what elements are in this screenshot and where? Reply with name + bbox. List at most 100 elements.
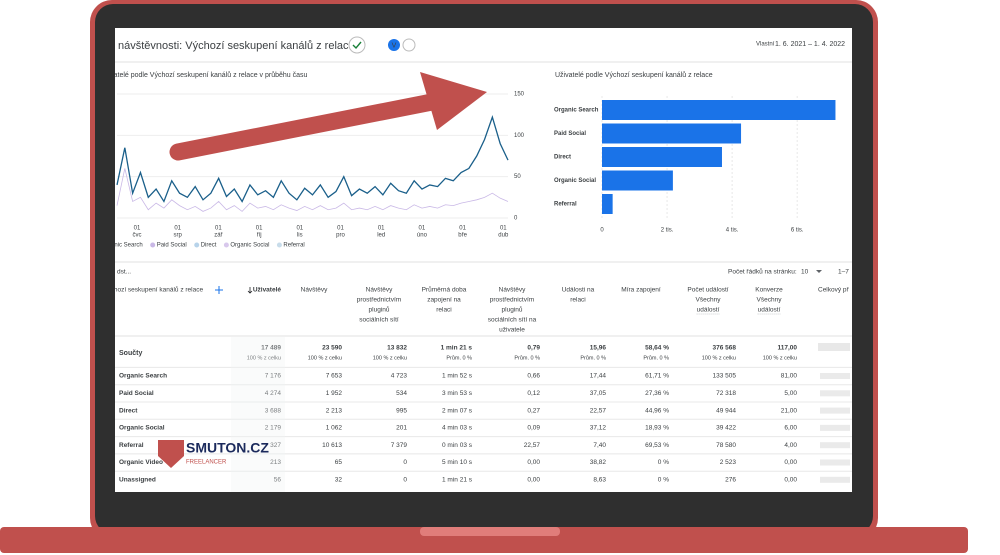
cell: 0 % (658, 459, 669, 466)
cell: 0 (403, 477, 407, 484)
cell: 7 379 (391, 442, 408, 449)
x-tick-label: 4 tis. (726, 228, 739, 234)
x-tick-label: 01 (500, 226, 507, 232)
cell: 0,09 (527, 425, 540, 432)
cell: 133 505 (713, 373, 737, 380)
add-comparison[interactable] (402, 38, 416, 52)
total-value: 0,79 (527, 345, 540, 352)
column-highlight (231, 337, 285, 492)
column-header: sociálních sítí (359, 317, 399, 324)
screen (115, 28, 852, 492)
total-value: 17 489 (261, 345, 281, 352)
legend-label: Organic Search (101, 243, 143, 249)
bar (602, 194, 613, 214)
row-label: Referral (119, 442, 144, 449)
row-label: Paid Social (119, 390, 154, 397)
column-header: prostřednictvím (490, 297, 534, 304)
cell: 995 (396, 407, 407, 414)
legend-swatch (194, 242, 200, 248)
sort-arrow (247, 287, 253, 294)
total-value: 13 832 (387, 345, 407, 352)
column-header: relaci (570, 297, 586, 304)
logo: SMUTON.CZ FREELANCER (158, 440, 269, 468)
compare-badge[interactable] (388, 39, 400, 51)
laptop-base (0, 527, 968, 553)
total-value: 58,64 % (645, 345, 669, 352)
cell: 5 min 10 s (442, 459, 473, 466)
cell: 327 (270, 442, 281, 449)
cell: 72 318 (716, 390, 736, 397)
blurred-cell (820, 424, 850, 431)
cell: 21,00 (781, 407, 798, 414)
total-sub: 100 % z celku (373, 355, 407, 361)
bar (602, 123, 742, 144)
column-header: Návštěvy (366, 287, 393, 294)
x-tick-label: čvc (133, 233, 142, 239)
totals-label: Součty (119, 350, 142, 357)
column-header: událostí (758, 307, 781, 314)
x-tick-label: 6 tis. (791, 228, 804, 234)
cell: 0,66 (527, 373, 540, 380)
cell: 0 (403, 459, 407, 466)
cell: 61,71 % (645, 373, 669, 380)
check-icon (352, 41, 362, 50)
x-tick-label: zář (214, 233, 223, 239)
cell: 2 min 07 s (442, 407, 473, 414)
cell: 7 176 (265, 373, 282, 380)
x-tick-label: 01 (419, 226, 426, 232)
cell: 7,40 (593, 442, 606, 449)
legend-swatch (276, 242, 282, 248)
status-pill[interactable] (348, 36, 366, 54)
x-tick-label: 01 (134, 226, 141, 232)
cell: 0,00 (784, 459, 797, 466)
base-notch (420, 527, 560, 536)
column-header: relaci (436, 307, 452, 314)
cell: 18,93 % (645, 425, 669, 432)
chart-title: Uživatelé podle Výchozí seskupení kanálů… (555, 71, 713, 79)
column-header: sociálních sítí na (488, 317, 537, 324)
cell: 0 min 03 s (442, 442, 473, 449)
report-screen: návštěvnosti: Výchozí seskupení kanálů z… (101, 36, 852, 492)
column-header: Všechny (757, 297, 783, 304)
column-header: Návštěvy (301, 287, 328, 294)
rows-per-page: 10 (801, 269, 809, 276)
cell: 32 (335, 477, 343, 484)
cell: 81,00 (781, 373, 798, 380)
total-value: 15,96 (590, 345, 607, 352)
cell: 1 062 (326, 425, 343, 432)
blurred-cell (820, 390, 850, 397)
cell: 65 (335, 459, 343, 466)
cell: 56 (274, 477, 282, 484)
column-header: Konverze (755, 287, 783, 294)
date-range[interactable]: 1. 6. 2021 – 1. 4. 2022 (775, 41, 845, 48)
cell: 6,00 (784, 425, 797, 432)
cell: 69,53 % (645, 442, 669, 449)
cell: 201 (396, 425, 407, 432)
cell: 49 944 (716, 407, 736, 414)
search-field: dst... (117, 269, 131, 276)
legend-swatch (223, 242, 229, 248)
total-sub: 100 % z celku (308, 355, 342, 361)
x-tick-label: 01 (378, 226, 385, 232)
dropdown-icon (816, 270, 822, 273)
cell: 1 min 52 s (442, 373, 473, 380)
cell: 1 min 21 s (442, 477, 473, 484)
total-value: 117,00 (777, 345, 797, 352)
total-sub: 100 % z celku (247, 355, 281, 361)
total-sub: 100 % z celku (702, 355, 736, 361)
bar-chart: Uživatelé podle Výchozí seskupení kanálů… (554, 71, 836, 234)
cell: 2 179 (265, 425, 282, 432)
y-tick-label: 50 (514, 174, 521, 180)
report-title: návštěvnosti: Výchozí seskupení kanálů z… (118, 40, 355, 52)
row-label: Organic Search (119, 373, 167, 380)
x-tick-label: 01 (256, 226, 263, 232)
cell: 276 (725, 477, 736, 484)
blurred-cell (820, 476, 850, 483)
cell: 22,57 (590, 407, 607, 414)
cell: 3 688 (265, 407, 282, 414)
blurred-cell (820, 459, 850, 466)
column-header: Počet událostí (687, 287, 728, 294)
cell: 0 % (658, 477, 669, 484)
x-tick-label: 2 tis. (661, 228, 674, 234)
x-tick-label: říj (257, 233, 262, 239)
